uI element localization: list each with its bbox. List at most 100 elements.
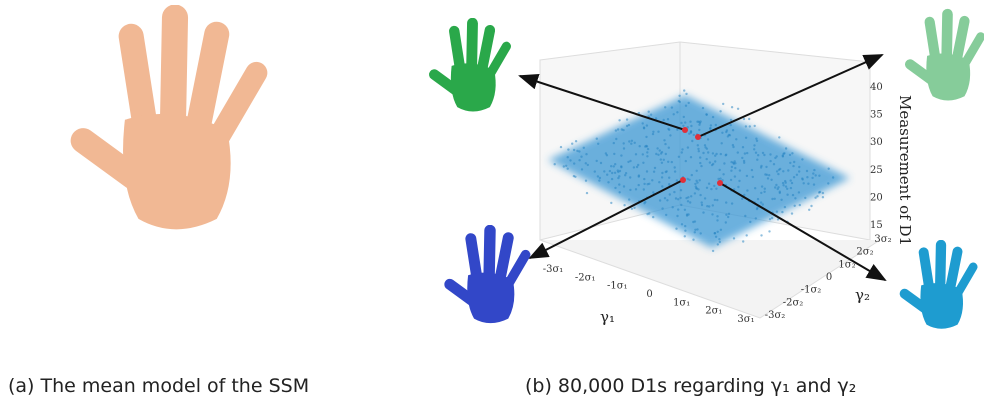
- scatter-dot: [667, 161, 669, 163]
- scatter-dot: [607, 181, 609, 183]
- scatter-dot: [731, 106, 733, 108]
- scatter-dot: [663, 139, 665, 141]
- scatter-dot: [652, 133, 654, 135]
- scatter-dot: [739, 169, 741, 171]
- scatter-dot: [702, 211, 704, 213]
- scatter-dot: [695, 180, 697, 182]
- scatter-dot: [643, 178, 645, 180]
- scatter-dot: [716, 199, 718, 201]
- scatter-dot: [664, 143, 666, 145]
- scatter-dot: [745, 137, 747, 139]
- scatter-dot: [677, 198, 679, 200]
- scatter-dot: [828, 168, 830, 170]
- scatter-dot: [661, 172, 663, 174]
- scatter-dot: [664, 106, 666, 108]
- scatter-dot: [709, 161, 711, 163]
- scatter-dot: [716, 219, 718, 221]
- scatter-dot: [743, 118, 745, 120]
- scatter-dot: [753, 148, 755, 150]
- scatter-dot: [651, 179, 653, 181]
- scatter-dot: [629, 176, 631, 178]
- scatter-dot: [806, 176, 808, 178]
- scatter-dot: [700, 165, 702, 167]
- scatter-dot: [718, 238, 720, 240]
- scatter-dot: [606, 174, 608, 176]
- scatter-dot: [668, 177, 670, 179]
- scatter-dot: [714, 155, 716, 157]
- scatter-dot: [764, 173, 766, 175]
- scatter-dot: [796, 174, 798, 176]
- scatter-dot: [665, 153, 667, 155]
- scatter-dot: [613, 142, 615, 144]
- scatter-dot: [655, 153, 657, 155]
- scatter-dot: [676, 215, 678, 217]
- scatter-dot: [683, 116, 685, 118]
- scatter-dot: [756, 208, 758, 210]
- scatter-dot: [751, 169, 753, 171]
- scatter-dot: [746, 175, 748, 177]
- scatter-dot: [725, 201, 727, 203]
- scatter-dot: [712, 250, 714, 252]
- scatter-dot: [694, 183, 696, 185]
- scatter-dot: [618, 119, 620, 121]
- scatter-dot: [708, 183, 710, 185]
- scatter-dot: [668, 147, 670, 149]
- scatter-dot: [765, 166, 767, 168]
- scatter-dot: [648, 111, 650, 113]
- scatter-dot: [733, 237, 735, 239]
- scatter-dot: [720, 229, 722, 231]
- scatter-dot: [623, 204, 625, 206]
- scatter-dot: [596, 160, 598, 162]
- scatter-dot: [737, 108, 739, 110]
- scatter-dot: [734, 160, 736, 162]
- scatter-dot: [628, 124, 630, 126]
- scatter-dot: [633, 207, 635, 209]
- scatter-dot: [822, 192, 824, 194]
- scatter-dot: [659, 199, 661, 201]
- scatter-dot: [760, 165, 762, 167]
- scatter-dot: [774, 157, 776, 159]
- scatter-dot: [631, 208, 633, 210]
- scatter-dot: [657, 131, 659, 133]
- scatter-dot: [753, 144, 755, 146]
- scatter-dot: [573, 162, 575, 164]
- x-tick-label: 3σ₁: [737, 314, 754, 325]
- scatter-dot: [707, 138, 709, 140]
- scatter-dot: [620, 154, 622, 156]
- scatter-dot: [685, 105, 687, 107]
- scatter-dot: [597, 143, 599, 145]
- scatter-dot: [801, 158, 803, 160]
- scatter-dot: [610, 165, 612, 167]
- scatter-dot: [789, 154, 791, 156]
- z-tick-label: 40: [870, 82, 883, 93]
- scatter-dot: [638, 174, 640, 176]
- scatter-dot: [777, 188, 779, 190]
- scatter-dot: [666, 199, 668, 201]
- scatter-dot: [818, 175, 820, 177]
- scatter-dot: [684, 209, 686, 211]
- scatter-dot: [611, 172, 613, 174]
- scatter-dot: [806, 170, 808, 172]
- scatter-dot: [578, 159, 580, 161]
- scatter-dot: [746, 189, 748, 191]
- scatter-dot: [791, 152, 793, 154]
- z-tick-label: 15: [870, 220, 883, 231]
- scatter-dot: [634, 142, 636, 144]
- scatter-dot: [744, 152, 746, 154]
- scatter-dot: [798, 191, 800, 193]
- scatter-dot: [576, 150, 578, 152]
- scatter-dot: [697, 148, 699, 150]
- scatter-dot: [693, 134, 695, 136]
- scatter-dot: [694, 229, 696, 231]
- scatter-dot: [776, 170, 778, 172]
- scatter-dot: [771, 217, 773, 219]
- scatter-dot: [600, 162, 602, 164]
- scatter-dot: [628, 140, 630, 142]
- scatter-dot: [619, 191, 621, 193]
- y-tick-label: -2σ₂: [783, 297, 804, 308]
- scatter-dot: [781, 211, 783, 213]
- scatter-dot: [685, 160, 687, 162]
- scatter-dot: [654, 167, 656, 169]
- scatter-dot: [729, 134, 731, 136]
- scatter-dot: [782, 170, 784, 172]
